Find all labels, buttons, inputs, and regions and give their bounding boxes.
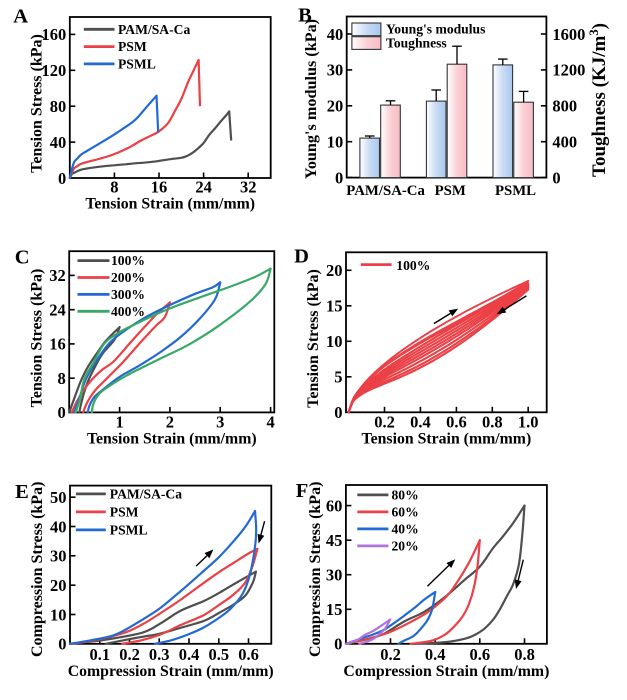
svg-text:0: 0 <box>57 403 65 422</box>
svg-text:16: 16 <box>151 178 168 197</box>
svg-text:45: 45 <box>326 531 343 550</box>
svg-text:30: 30 <box>326 566 343 585</box>
svg-text:32: 32 <box>49 266 66 285</box>
svg-text:20: 20 <box>326 261 343 280</box>
svg-text:Toughness: Toughness <box>386 36 447 51</box>
svg-text:0.6: 0.6 <box>469 645 490 664</box>
svg-text:A: A <box>13 5 28 27</box>
svg-text:0.4: 0.4 <box>425 645 446 664</box>
svg-text:Tension Strain (mm/mm): Tension Strain (mm/mm) <box>87 431 257 448</box>
svg-text:20: 20 <box>327 97 344 116</box>
svg-text:Young's modulus: Young's modulus <box>386 22 485 37</box>
svg-text:8: 8 <box>57 369 65 388</box>
svg-text:40: 40 <box>327 25 344 44</box>
svg-text:0.8: 0.8 <box>482 413 503 432</box>
svg-text:40%: 40% <box>392 522 419 537</box>
svg-text:PAM/SA-Ca: PAM/SA-Ca <box>110 487 182 502</box>
svg-text:Tension Stress (kPa): Tension Stress (kPa) <box>305 269 322 408</box>
svg-text:24: 24 <box>49 301 66 320</box>
svg-text:0.1: 0.1 <box>89 645 110 664</box>
svg-text:D: D <box>294 246 309 268</box>
svg-text:400%: 400% <box>111 304 145 319</box>
svg-text:3: 3 <box>216 413 224 432</box>
svg-text:0.6: 0.6 <box>238 645 259 664</box>
svg-text:Compression Stress (kPa): Compression Stress (kPa) <box>29 482 46 657</box>
svg-text:100%: 100% <box>111 253 145 268</box>
svg-text:Compression Stress (kPa): Compression Stress (kPa) <box>307 482 324 657</box>
svg-text:0: 0 <box>334 403 342 422</box>
svg-text:PSM: PSM <box>435 183 466 199</box>
svg-text:50: 50 <box>50 488 67 507</box>
svg-text:1600: 1600 <box>552 25 585 44</box>
svg-text:8: 8 <box>110 178 118 197</box>
svg-text:PSM: PSM <box>118 39 147 54</box>
svg-text:160: 160 <box>42 25 67 44</box>
svg-text:400: 400 <box>552 133 577 152</box>
svg-text:Toughness (KJ/m3): Toughness (KJ/m3) <box>587 23 610 177</box>
svg-text:10: 10 <box>50 605 67 624</box>
svg-text:30: 30 <box>50 547 67 566</box>
svg-text:15: 15 <box>326 600 343 619</box>
svg-text:0.8: 0.8 <box>514 645 535 664</box>
svg-text:PSML: PSML <box>118 57 156 72</box>
svg-text:16: 16 <box>49 335 66 354</box>
svg-text:40: 40 <box>50 133 67 152</box>
svg-text:B: B <box>298 5 312 27</box>
svg-text:60: 60 <box>326 496 343 515</box>
svg-text:20%: 20% <box>392 539 419 554</box>
svg-text:0.2: 0.2 <box>374 413 395 432</box>
svg-text:0.4: 0.4 <box>410 413 431 432</box>
svg-text:Tension Stress (kPa): Tension Stress (kPa) <box>29 269 46 408</box>
svg-text:0.6: 0.6 <box>446 413 467 432</box>
svg-text:200%: 200% <box>111 270 145 285</box>
svg-text:4: 4 <box>266 413 274 432</box>
svg-text:C: C <box>15 247 30 269</box>
svg-text:1200: 1200 <box>552 61 585 80</box>
svg-text:Tension Stress (kPa): Tension Stress (kPa) <box>29 34 46 173</box>
svg-text:F: F <box>296 480 309 502</box>
svg-text:0: 0 <box>335 168 343 187</box>
svg-text:1: 1 <box>115 413 123 432</box>
svg-text:0.2: 0.2 <box>119 645 140 664</box>
svg-text:0: 0 <box>58 169 66 188</box>
svg-text:PSML: PSML <box>110 523 148 538</box>
svg-text:1.0: 1.0 <box>518 413 539 432</box>
svg-text:Tension Strain (mm/mm): Tension Strain (mm/mm) <box>85 196 255 213</box>
svg-text:E: E <box>15 481 29 503</box>
svg-text:40: 40 <box>50 517 67 536</box>
svg-text:PAM/SA-Ca: PAM/SA-Ca <box>118 22 190 37</box>
svg-text:0: 0 <box>552 168 560 187</box>
svg-text:15: 15 <box>326 297 343 316</box>
svg-text:32: 32 <box>240 178 257 197</box>
svg-text:10: 10 <box>327 133 344 152</box>
svg-text:0: 0 <box>334 635 342 654</box>
svg-text:80%: 80% <box>392 488 419 503</box>
svg-text:0: 0 <box>58 635 66 654</box>
svg-text:20: 20 <box>50 576 67 595</box>
svg-text:0.2: 0.2 <box>380 645 401 664</box>
svg-text:Compression Strain (mm/mm): Compression Strain (mm/mm) <box>68 663 274 680</box>
svg-text:2: 2 <box>166 413 174 432</box>
svg-text:PSM: PSM <box>110 505 139 520</box>
svg-text:0.4: 0.4 <box>179 645 200 664</box>
svg-text:100%: 100% <box>396 258 430 273</box>
svg-text:Young's modulus (kPa): Young's modulus (kPa) <box>302 19 320 179</box>
svg-text:5: 5 <box>334 368 342 387</box>
svg-text:300%: 300% <box>111 287 145 302</box>
svg-text:Tension Strain (mm/mm): Tension Strain (mm/mm) <box>362 431 532 448</box>
svg-text:10: 10 <box>326 332 343 351</box>
svg-text:0.5: 0.5 <box>208 645 229 664</box>
svg-text:PSML: PSML <box>495 183 536 199</box>
svg-text:24: 24 <box>195 178 212 197</box>
svg-text:60%: 60% <box>392 505 419 520</box>
svg-text:800: 800 <box>552 97 577 116</box>
svg-text:30: 30 <box>327 61 344 80</box>
svg-text:0.3: 0.3 <box>149 645 170 664</box>
svg-text:120: 120 <box>42 61 67 80</box>
svg-text:80: 80 <box>50 97 67 116</box>
svg-text:Compression Strain (mm/mm): Compression Strain (mm/mm) <box>343 663 549 680</box>
svg-text:PAM/SA-Ca: PAM/SA-Ca <box>346 183 425 199</box>
